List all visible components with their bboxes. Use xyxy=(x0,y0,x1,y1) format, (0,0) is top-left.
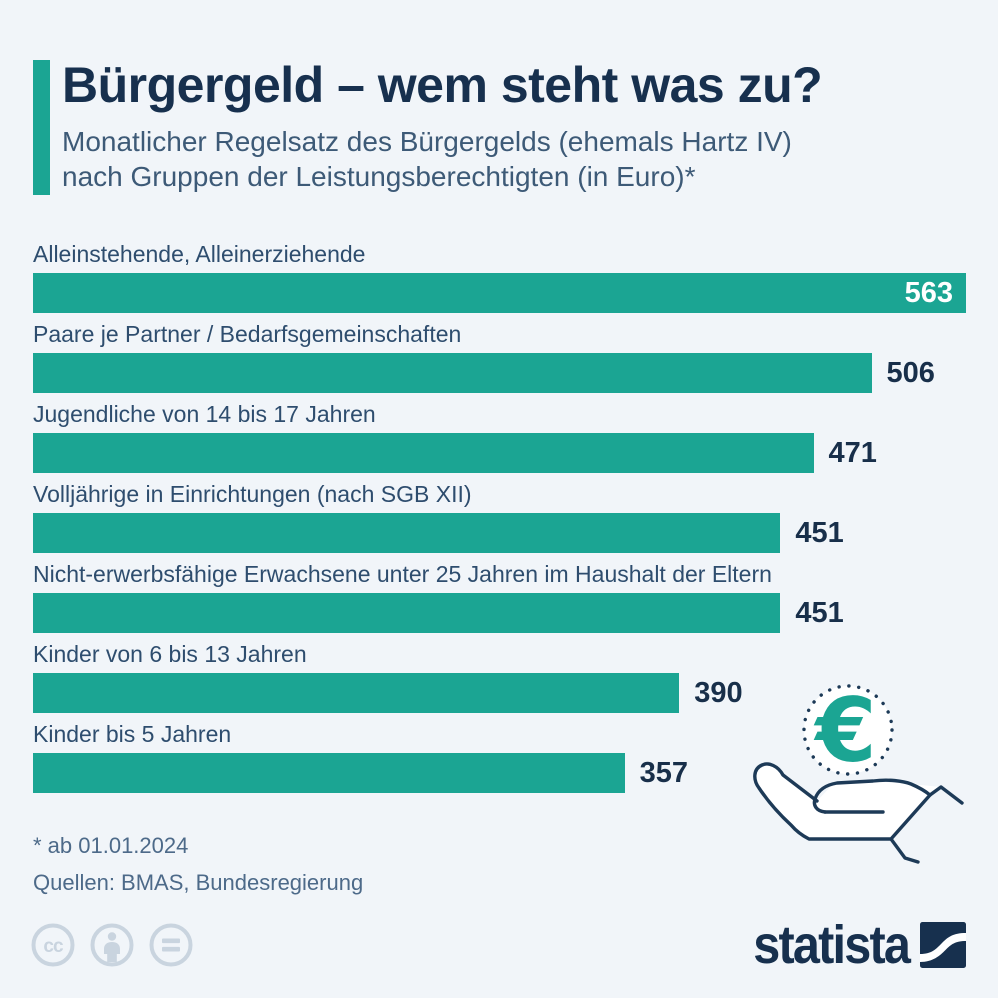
wrist-tail xyxy=(889,837,920,864)
statista-logo-mark xyxy=(920,922,966,968)
svg-text:cc: cc xyxy=(43,936,64,957)
bar-value-label: 451 xyxy=(795,516,844,549)
bar xyxy=(33,513,781,553)
bar-track: 451 xyxy=(33,593,966,633)
page-title: Bürgergeld – wem steht was zu? xyxy=(62,57,823,113)
attribution-person-icon xyxy=(90,923,134,967)
chart-row: Kinder bis 5 Jahren 357 xyxy=(33,721,966,793)
cc-icon: cc xyxy=(31,923,75,967)
hand-holding-euro-icon: € xyxy=(753,679,964,864)
bar-value-label: 506 xyxy=(886,356,935,389)
bar xyxy=(33,353,872,393)
bar-value-label: 357 xyxy=(639,756,688,789)
bar-track: 563 xyxy=(33,273,966,313)
notes: * ab 01.01.2024 Quellen: BMAS, Bundesreg… xyxy=(33,833,363,896)
chart-row: Alleinstehende, Alleinerziehende 563 xyxy=(33,241,966,313)
bar-value-label: 390 xyxy=(694,676,743,709)
page-subtitle: Monatlicher Regelsatz des Bürgergelds (e… xyxy=(62,124,966,195)
chart-row: Volljährige in Einrichtungen (nach SGB X… xyxy=(33,481,966,553)
bar-chart: Alleinstehende, Alleinerziehende 563 Paare… xyxy=(33,241,966,801)
hand-outline xyxy=(753,762,964,841)
bar-category-label: Alleinstehende, Alleinerziehende xyxy=(33,241,366,267)
bar-category-label: Nicht-erwerbsfähige Erwachsene unter 25 … xyxy=(33,561,772,587)
finger-bundle xyxy=(812,778,932,814)
bar-category-label: Paare je Partner / Bedarfsgemeinschaften xyxy=(33,321,462,347)
bar-track: 451 xyxy=(33,513,966,553)
subtitle-line-1: Monatlicher Regelsatz des Bürgergelds (e… xyxy=(62,126,792,157)
bar-value-label: 471 xyxy=(828,436,877,469)
subtitle-line-2: nach Gruppen der Leistungsberechtigten (… xyxy=(62,161,696,193)
bar-category-label: Jugendliche von 14 bis 17 Jahren xyxy=(33,401,376,427)
source: Quellen: BMAS, Bundesregierung xyxy=(33,870,364,895)
statista-logo: statista xyxy=(736,918,966,972)
no-derivatives-equals-icon xyxy=(149,923,193,967)
bar-category-label: Kinder von 6 bis 13 Jahren xyxy=(33,641,307,667)
header: Bürgergeld – wem steht was zu? Monatlich… xyxy=(33,60,966,195)
license-icons: cc xyxy=(30,922,194,968)
hand-fill xyxy=(754,764,941,839)
bar xyxy=(33,433,814,473)
bar-category-label: Volljährige in Einrichtungen (nach SGB X… xyxy=(33,481,472,507)
bar-track: 390 xyxy=(33,673,966,713)
euro-symbol: € xyxy=(813,679,876,782)
statista-wordmark: statista xyxy=(753,915,911,975)
bar xyxy=(33,753,625,793)
bar-value-label: 563 xyxy=(904,276,953,309)
bar-track: 506 xyxy=(33,353,966,393)
bar-track: 471 xyxy=(33,433,966,473)
dotted-circle xyxy=(802,684,894,776)
bar-value-label: 451 xyxy=(795,596,844,629)
chart-row: Nicht-erwerbsfähige Erwachsene unter 25 … xyxy=(33,561,966,633)
bar xyxy=(33,593,781,633)
chart-row: Jugendliche von 14 bis 17 Jahren 471 xyxy=(33,401,966,473)
bar: 563 xyxy=(33,273,966,313)
bar-category-label: Kinder bis 5 Jahren xyxy=(33,721,232,747)
chart-row: Kinder von 6 bis 13 Jahren 390 xyxy=(33,641,966,713)
footnote: * ab 01.01.2024 xyxy=(33,833,189,858)
footer: cc statista xyxy=(30,918,966,972)
bar xyxy=(33,673,680,713)
chart-row: Paare je Partner / Bedarfsgemeinschaften… xyxy=(33,321,966,393)
bar-track: 357 xyxy=(33,753,966,793)
